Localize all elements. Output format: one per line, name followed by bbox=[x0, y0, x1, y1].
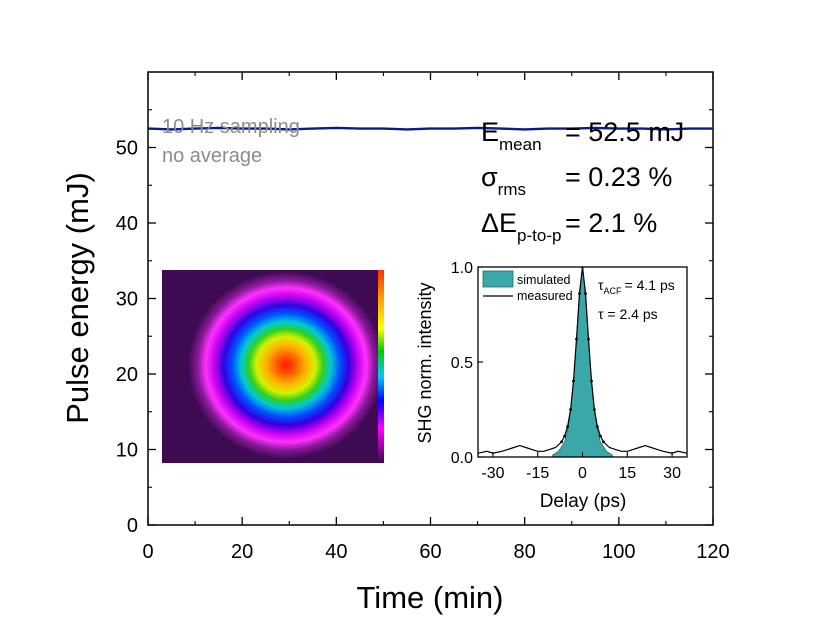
main-series bbox=[148, 126, 713, 131]
main-x-tick-label: 100 bbox=[602, 541, 635, 563]
stat-p2p-symbol: ΔE bbox=[481, 208, 517, 238]
legend-swatch-simulated bbox=[482, 270, 514, 288]
stat-p2p-value: = 2.1 % bbox=[565, 208, 657, 238]
measured-point bbox=[560, 440, 563, 444]
inset-y-tick-label: 0.5 bbox=[451, 355, 473, 372]
beam-spot bbox=[188, 271, 384, 459]
beam-colorscale bbox=[378, 270, 384, 463]
stat-rms-sub: rms bbox=[498, 180, 526, 199]
inset-x-tick-label: -15 bbox=[526, 465, 549, 482]
svg-text:Emean: Emean bbox=[481, 117, 542, 154]
beam-profile-image bbox=[162, 270, 384, 463]
stat-mean: Emean = 52.5 mJ bbox=[481, 117, 684, 154]
legend-label-measured: measured bbox=[517, 289, 573, 303]
legend-label-simulated: simulated bbox=[517, 273, 571, 287]
measured-point bbox=[575, 337, 578, 341]
svg-text:σrms: σrms bbox=[481, 162, 526, 199]
tau-label: τ = 2.4 ps bbox=[598, 306, 658, 322]
measured-point bbox=[596, 425, 599, 428]
main-y-tick-label: 10 bbox=[116, 440, 138, 462]
main-axes: 0 20 40 60 80 100 120 0 10 20 30 40 50 bbox=[116, 72, 730, 563]
stat-p2p: ΔEp-to-p = 2.1 % bbox=[481, 208, 657, 245]
main-y-tick-label: 50 bbox=[116, 138, 138, 160]
measured-point bbox=[599, 434, 602, 438]
inset-y-tick-label: 1.0 bbox=[451, 260, 473, 277]
sampling-note-line2: no average bbox=[162, 145, 262, 167]
inset-axes: -30 -15 0 15 30 0.0 0.5 1.0 bbox=[451, 260, 681, 482]
stat-mean-value: = 52.5 mJ bbox=[565, 117, 684, 147]
measured-point bbox=[578, 292, 581, 295]
svg-text:ΔEp-to-p: ΔEp-to-p bbox=[481, 208, 561, 245]
main-y-tick-label: 40 bbox=[116, 213, 138, 235]
stat-mean-sub: mean bbox=[499, 135, 542, 154]
measured-point bbox=[569, 408, 572, 411]
inset-x-axis-label: Delay (ps) bbox=[540, 491, 627, 512]
inset-x-tick-label: 0 bbox=[578, 465, 587, 482]
measured-point bbox=[584, 292, 587, 295]
main-x-tick-label: 60 bbox=[419, 541, 441, 563]
main-x-tick-label: 120 bbox=[696, 541, 729, 563]
inset-x-tick-label: 15 bbox=[618, 465, 636, 482]
stat-rms: σrms = 0.23 % bbox=[481, 162, 672, 199]
main-y-tick-label: 20 bbox=[116, 364, 138, 386]
main-x-tick-label: 0 bbox=[142, 541, 153, 563]
main-x-tick-label: 80 bbox=[514, 541, 536, 563]
measured-line bbox=[478, 267, 687, 454]
main-x-tick-label: 20 bbox=[231, 541, 253, 563]
tau-acf-label: τACF = 4.1 ps bbox=[598, 277, 675, 296]
inset-legend: simulated measured bbox=[482, 270, 573, 303]
measured-point bbox=[593, 408, 596, 411]
main-y-tick-label: 0 bbox=[127, 515, 138, 537]
inset-x-tick-label: 30 bbox=[663, 465, 681, 482]
pulse-energy-line bbox=[148, 126, 713, 131]
tau-acf-symbol: τ bbox=[598, 277, 604, 293]
sampling-note-line1: 10 Hz sampling bbox=[162, 116, 300, 138]
measured-point bbox=[587, 337, 590, 341]
inset-series bbox=[478, 267, 687, 457]
stat-mean-symbol: E bbox=[481, 117, 499, 147]
main-x-tick-label: 40 bbox=[325, 541, 347, 563]
tau-acf-sub: ACF bbox=[604, 286, 623, 296]
measured-point bbox=[590, 379, 593, 383]
inset-y-tick-label: 0.0 bbox=[451, 450, 473, 467]
measured-point bbox=[563, 434, 566, 438]
stat-rms-symbol: σ bbox=[481, 162, 498, 192]
measured-point bbox=[566, 425, 569, 428]
measured-point bbox=[602, 440, 605, 444]
measured-point bbox=[572, 379, 575, 383]
main-x-axis-label: Time (min) bbox=[357, 580, 504, 615]
tau-acf-value: = 4.1 ps bbox=[625, 277, 675, 293]
stat-p2p-sub: p-to-p bbox=[517, 226, 561, 245]
inset-x-tick-label: -30 bbox=[481, 465, 504, 482]
main-y-axis-label: Pulse energy (mJ) bbox=[60, 172, 95, 424]
main-y-tick-label: 30 bbox=[116, 289, 138, 311]
inset-y-axis-label: SHG norm. intensity bbox=[415, 282, 435, 443]
stat-rms-value: = 0.23 % bbox=[565, 162, 672, 192]
